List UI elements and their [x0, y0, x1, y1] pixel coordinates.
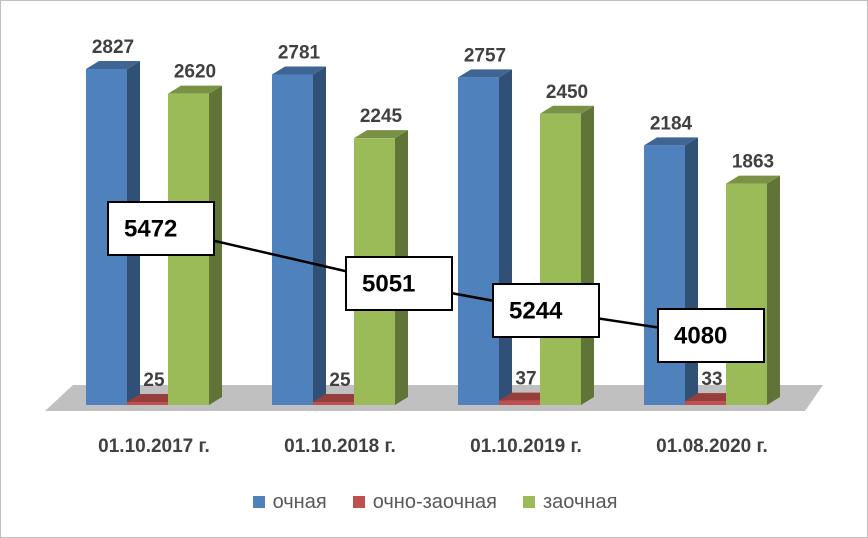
legend: очная очно-заочная заочная — [1, 488, 867, 516]
value-label-ochno-zaochnaya-3: 37 — [515, 369, 536, 390]
bar-zaochnaya-4 — [726, 175, 780, 405]
chart-plot: 2827 25 2620 2781 25 2245 2757 37 2450 2184 33 1863… — [45, 37, 823, 457]
total-label-2: 5051 — [345, 256, 453, 311]
legend-item-ochnaya: очная — [252, 490, 327, 514]
total-label-1: 5472 — [107, 201, 215, 256]
value-label-zaochnaya-3: 2450 — [546, 82, 588, 103]
bar-zaochnaya-3 — [540, 105, 594, 405]
chart-floor — [45, 385, 823, 411]
value-label-ochnaya-4: 2184 — [650, 113, 693, 134]
x-tick-label-2: 01.10.2018 г. — [284, 436, 396, 457]
chart-floor-plane — [45, 385, 823, 411]
value-label-ochno-zaochnaya-4: 33 — [701, 369, 722, 390]
total-value-3: 5244 — [509, 298, 563, 325]
value-label-ochnaya-3: 2757 — [464, 45, 506, 66]
bar-ochnaya-1 — [86, 61, 140, 405]
x-tick-label-3: 01.10.2019 г. — [470, 436, 582, 457]
value-label-ochnaya-1: 2827 — [92, 37, 134, 58]
legend-label-ochnaya: очная — [272, 490, 327, 513]
bar-ochnaya-3 — [458, 69, 512, 406]
value-label-ochnaya-2: 2781 — [278, 42, 321, 63]
value-label-zaochnaya-1: 2620 — [174, 62, 216, 83]
legend-swatch-ochno-zaochnaya — [352, 496, 365, 508]
legend-label-ochno-zaochnaya: очно-заочная — [372, 490, 498, 513]
legend-swatch-zaochnaya — [523, 496, 536, 508]
total-label-3: 5244 — [492, 283, 600, 338]
value-label-zaochnaya-4: 1863 — [732, 152, 774, 173]
total-value-2: 5051 — [362, 271, 415, 298]
legend-item-ochno-zaochnaya: очно-заочная — [352, 490, 498, 514]
value-label-ochno-zaochnaya-1: 25 — [143, 370, 165, 391]
bar-ochnaya-4 — [644, 137, 698, 405]
total-label-4: 4080 — [657, 308, 765, 363]
totals-group: 5472 5051 5244 4080 — [107, 201, 765, 363]
totals-line — [160, 227, 712, 337]
legend-label-zaochnaya: заочная — [543, 490, 618, 513]
value-label-zaochnaya-2: 2245 — [360, 106, 403, 127]
total-value-1: 5472 — [124, 216, 177, 243]
x-axis-ticks: 01.10.2017 г. 01.10.2018 г. 01.10.2019 г. 0… — [98, 436, 768, 457]
total-value-4: 4080 — [674, 323, 727, 350]
value-label-ochno-zaochnaya-2: 25 — [329, 370, 351, 391]
legend-item-zaochnaya: заочная — [523, 491, 617, 514]
x-tick-label-4: 01.08.2020 г. — [656, 436, 768, 457]
x-tick-label-1: 01.10.2017 г. — [98, 436, 210, 457]
value-labels-group: 2827 25 2620 2781 25 2245 2757 37 2450 2184 33 1863 — [92, 37, 774, 391]
legend-swatch-ochnaya — [252, 496, 265, 508]
bar-ochnaya-2 — [272, 66, 326, 405]
